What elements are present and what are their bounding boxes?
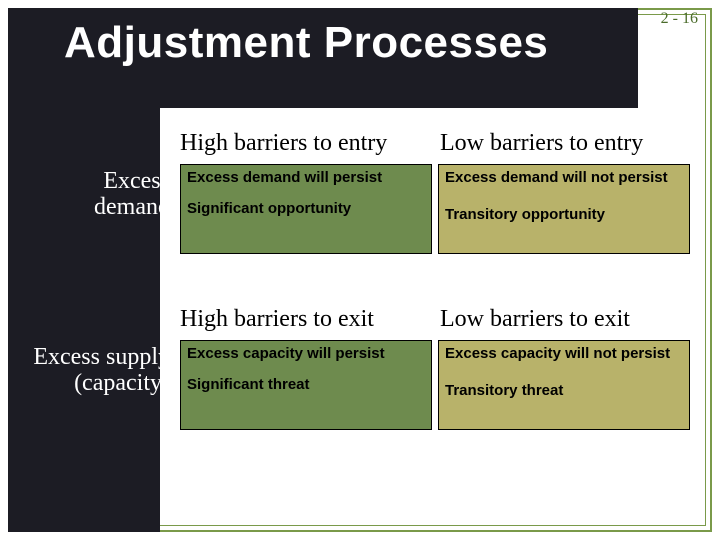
section2-cell-high-l1: Excess capacity will persist [187,345,425,362]
slide-title: Adjustment Processes [64,18,548,68]
content-area: High barriers to entry Low barriers to e… [160,110,710,530]
section2-cell-high-l2: Significant threat [187,376,425,393]
section1-cell-high: Excess demand will persist Significant o… [180,164,432,254]
slide: 2 - 16 Adjustment Processes High barrier… [0,0,720,540]
section1-cell-high-l1: Excess demand will persist [187,169,425,186]
section2-cell-low-l1: Excess capacity will not persist [445,345,683,362]
section2-row-label: Excess supply (capacity) [5,344,170,397]
section1-cell-high-l2: Significant opportunity [187,200,425,217]
section1-row-label-l2: demand [94,194,170,220]
section2-cell-high: Excess capacity will persist Significant… [180,340,432,430]
section1-header-high: High barriers to entry [180,130,387,157]
section1-cell-low-l2: Transitory opportunity [445,206,683,223]
section2-row-label-l1: Excess supply [33,344,170,370]
section1-header-low: Low barriers to entry [440,130,643,157]
page-number: 2 - 16 [661,10,698,28]
section2-cell-low-l2: Transitory threat [445,382,683,399]
section1-row-label: Excess demand [75,168,170,221]
section1-cell-low: Excess demand will not persist Transitor… [438,164,690,254]
section1-cell-low-l1: Excess demand will not persist [445,169,683,186]
section2-cell-low: Excess capacity will not persist Transit… [438,340,690,430]
section2-header-low: Low barriers to exit [440,306,630,333]
section2-row-label-l2: (capacity) [74,370,170,396]
section1-row-label-l1: Excess [103,168,170,194]
section2-header-high: High barriers to exit [180,306,374,333]
